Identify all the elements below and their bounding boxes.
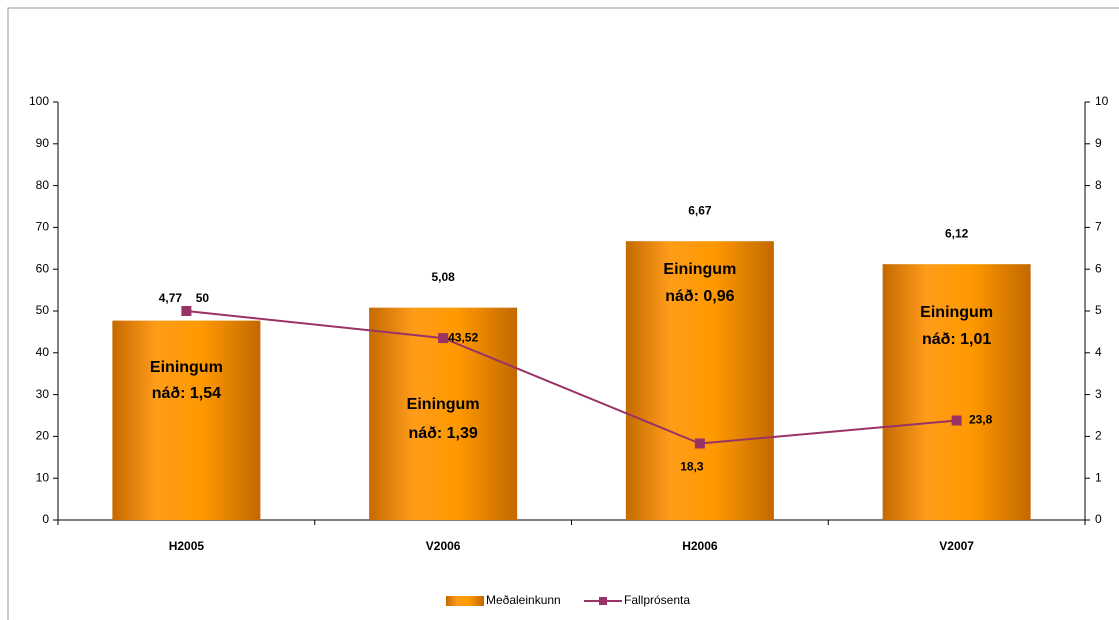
y2-tick-label: 1 <box>1095 470 1102 484</box>
y2-tick-label: 9 <box>1095 136 1102 150</box>
x-tick-label: V2007 <box>939 539 974 553</box>
x-tick-label: H2005 <box>169 539 205 553</box>
legend-swatch <box>446 596 484 606</box>
bar-value-label: 4,77 <box>159 291 183 305</box>
y-tick-label: 90 <box>36 136 50 150</box>
y-tick-label: 100 <box>29 94 49 108</box>
y2-tick-label: 10 <box>1095 94 1109 108</box>
annotation: Einingum <box>407 396 480 413</box>
line <box>186 310 957 445</box>
bar <box>625 241 774 520</box>
legend-label: Fallprósenta <box>624 593 690 607</box>
y-tick-label: 70 <box>36 220 50 234</box>
y2-tick-label: 6 <box>1095 261 1102 275</box>
annotation: náð: 1,01 <box>922 331 991 348</box>
y2-tick-label: 4 <box>1095 345 1102 359</box>
y-tick-label: 0 <box>42 512 49 526</box>
line-marker <box>951 415 962 426</box>
y2-tick-label: 2 <box>1095 429 1102 443</box>
annotation: náð: 0,96 <box>665 288 734 305</box>
y-tick-label: 60 <box>36 261 50 275</box>
frame <box>7 7 1119 620</box>
y-tick-label: 80 <box>36 178 50 192</box>
annotation: náð: 1,39 <box>408 425 477 442</box>
line-marker <box>694 438 705 449</box>
y-tick-label: 30 <box>36 387 50 401</box>
legend-label: Meðaleinkunn <box>486 593 561 607</box>
y2-tick-label: 0 <box>1095 512 1102 526</box>
x-tick-label: V2006 <box>426 539 461 553</box>
bar-value-label: 6,67 <box>688 203 712 217</box>
annotation: Einingum <box>920 304 993 321</box>
x-tick-label: H2006 <box>682 539 718 553</box>
y-tick-label: 50 <box>36 303 50 317</box>
line-value-label: 18,3 <box>680 460 704 474</box>
bar <box>112 320 261 520</box>
line-value-label: 50 <box>196 291 210 305</box>
line-value-label: 23,8 <box>969 413 993 427</box>
legend-swatch <box>599 597 607 605</box>
line-value-label: 43,52 <box>448 330 478 344</box>
annotation: Einingum <box>150 359 223 376</box>
y2-tick-label: 3 <box>1095 387 1102 401</box>
annotation: Einingum <box>663 261 736 278</box>
bar <box>882 264 1031 520</box>
y2-tick-label: 7 <box>1095 220 1102 234</box>
y2-tick-label: 8 <box>1095 178 1102 192</box>
annotation: náð: 1,54 <box>152 385 221 402</box>
bar-value-label: 5,08 <box>431 270 455 284</box>
line-marker <box>181 306 192 316</box>
y-tick-label: 10 <box>36 470 50 484</box>
y-tick-label: 20 <box>36 429 50 443</box>
y2-tick-label: 5 <box>1095 303 1102 317</box>
line-marker <box>438 333 449 344</box>
y-tick-label: 40 <box>36 345 50 359</box>
bar-value-label: 6,12 <box>945 226 969 240</box>
